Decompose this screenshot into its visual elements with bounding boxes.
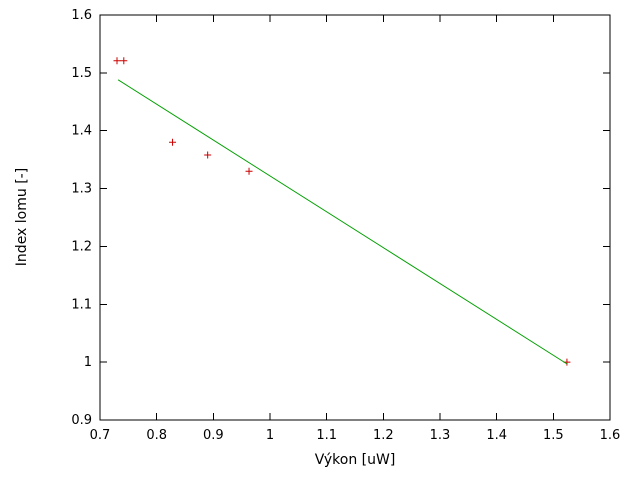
x-tick-label: 1.6	[600, 428, 621, 443]
x-tick-label: 1.1	[316, 428, 337, 443]
data-point-marker	[204, 151, 212, 159]
y-tick-label: 1	[84, 355, 92, 370]
data-point-marker	[113, 57, 121, 65]
data-point-marker	[169, 138, 177, 146]
x-tick-label: 1.5	[543, 428, 564, 443]
plot-border	[99, 14, 611, 421]
x-tick-label: 0.9	[203, 428, 224, 443]
y-axis-label: Index lomu [-]	[14, 167, 30, 267]
y-tick-label: 1.4	[71, 124, 92, 139]
y-tick-label: 1.2	[71, 239, 92, 254]
y-tick-label: 0.9	[71, 413, 92, 428]
x-axis-label: Výkon [uW]	[314, 452, 396, 468]
data-point-marker	[120, 57, 128, 65]
data-point-marker	[245, 167, 253, 175]
x-tick-label: 1	[266, 428, 274, 443]
y-tick-label: 1.6	[71, 8, 92, 23]
x-tick-label: 0.7	[90, 428, 111, 443]
x-tick-label: 0.8	[146, 428, 167, 443]
x-tick-label: 1.4	[486, 428, 507, 443]
x-tick-label: 1.3	[430, 428, 451, 443]
y-tick-label: 1.3	[71, 182, 92, 197]
y-tick-label: 1.1	[71, 297, 92, 312]
fit-line	[117, 79, 568, 365]
x-tick-label: 1.2	[373, 428, 394, 443]
y-tick-label: 1.5	[71, 66, 92, 81]
